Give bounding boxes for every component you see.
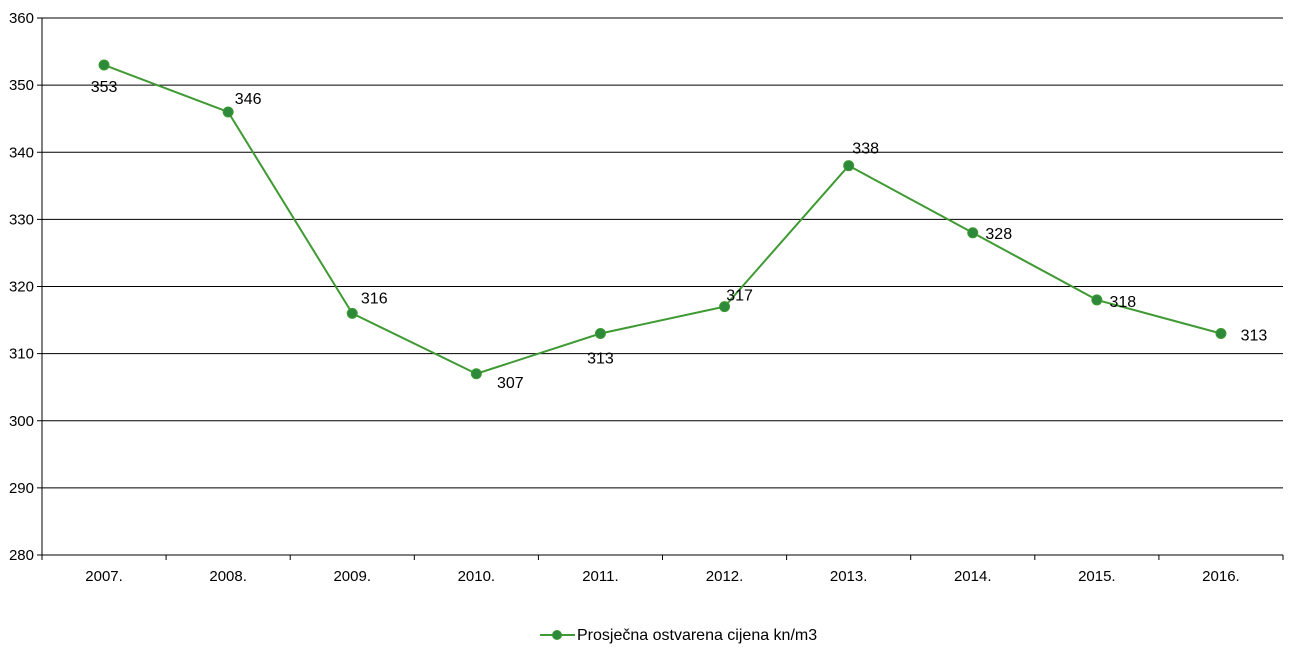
y-tick-label: 290	[9, 480, 34, 497]
data-point-marker	[470, 368, 482, 380]
y-axis-tick-labels: 280 290 300 310 320 330 340 350 360	[9, 10, 34, 564]
x-tick-label: 2013.	[830, 568, 868, 585]
y-tick-label: 280	[9, 547, 34, 564]
data-labels: 353 346 316 307 313 317 338 328 318 313	[91, 79, 1268, 392]
series-line	[103, 64, 1222, 375]
series-line-path	[103, 64, 1222, 375]
x-tick-label: 2010.	[458, 568, 496, 585]
y-tick-label: 350	[9, 77, 34, 94]
legend: Prosječna ostvarena cijena kn/m3	[540, 627, 817, 644]
legend-label: Prosječna ostvarena cijena kn/m3	[577, 627, 817, 644]
data-point-marker	[346, 307, 358, 319]
legend-marker-swatch	[552, 630, 562, 640]
data-point-marker	[1091, 294, 1103, 306]
x-tick-label: 2011.	[582, 568, 618, 585]
y-tick-label: 340	[9, 144, 34, 161]
data-label: 313	[1241, 327, 1268, 344]
y-tick-label: 330	[9, 211, 34, 228]
gridlines	[37, 17, 1283, 556]
data-point-marker	[222, 106, 234, 118]
x-tick-label: 2007.	[85, 568, 123, 585]
y-tick-label: 310	[9, 346, 34, 363]
data-label: 318	[1109, 294, 1136, 311]
data-label: 313	[587, 350, 614, 367]
x-tick-label: 2009.	[333, 568, 371, 585]
data-point-marker	[1215, 327, 1227, 339]
x-tick-label: 2008.	[209, 568, 247, 585]
data-point-marker	[719, 301, 731, 313]
y-tick-label: 320	[9, 279, 34, 296]
series-markers	[98, 59, 1227, 380]
x-axis-tick-labels: 2007. 2008. 2009. 2010. 2011. 2012. 2013. 2014.…	[85, 568, 1239, 585]
data-label: 328	[985, 226, 1012, 243]
x-tick-label: 2012.	[706, 568, 744, 585]
x-tick-label: 2016.	[1202, 568, 1240, 585]
data-label: 316	[361, 290, 388, 307]
data-label: 317	[726, 288, 753, 305]
axes	[41, 18, 1284, 560]
data-label: 307	[497, 375, 524, 392]
data-label: 353	[91, 79, 118, 96]
y-tick-label: 300	[9, 413, 34, 430]
x-tick-label: 2014.	[954, 568, 992, 585]
y-tick-label: 360	[9, 10, 34, 27]
data-label: 346	[235, 91, 262, 108]
x-tick-label: 2015.	[1078, 568, 1116, 585]
data-label: 338	[852, 141, 879, 158]
data-point-marker	[594, 327, 606, 339]
data-point-marker	[967, 227, 979, 239]
data-point-marker	[843, 160, 855, 172]
data-point-marker	[98, 59, 110, 71]
